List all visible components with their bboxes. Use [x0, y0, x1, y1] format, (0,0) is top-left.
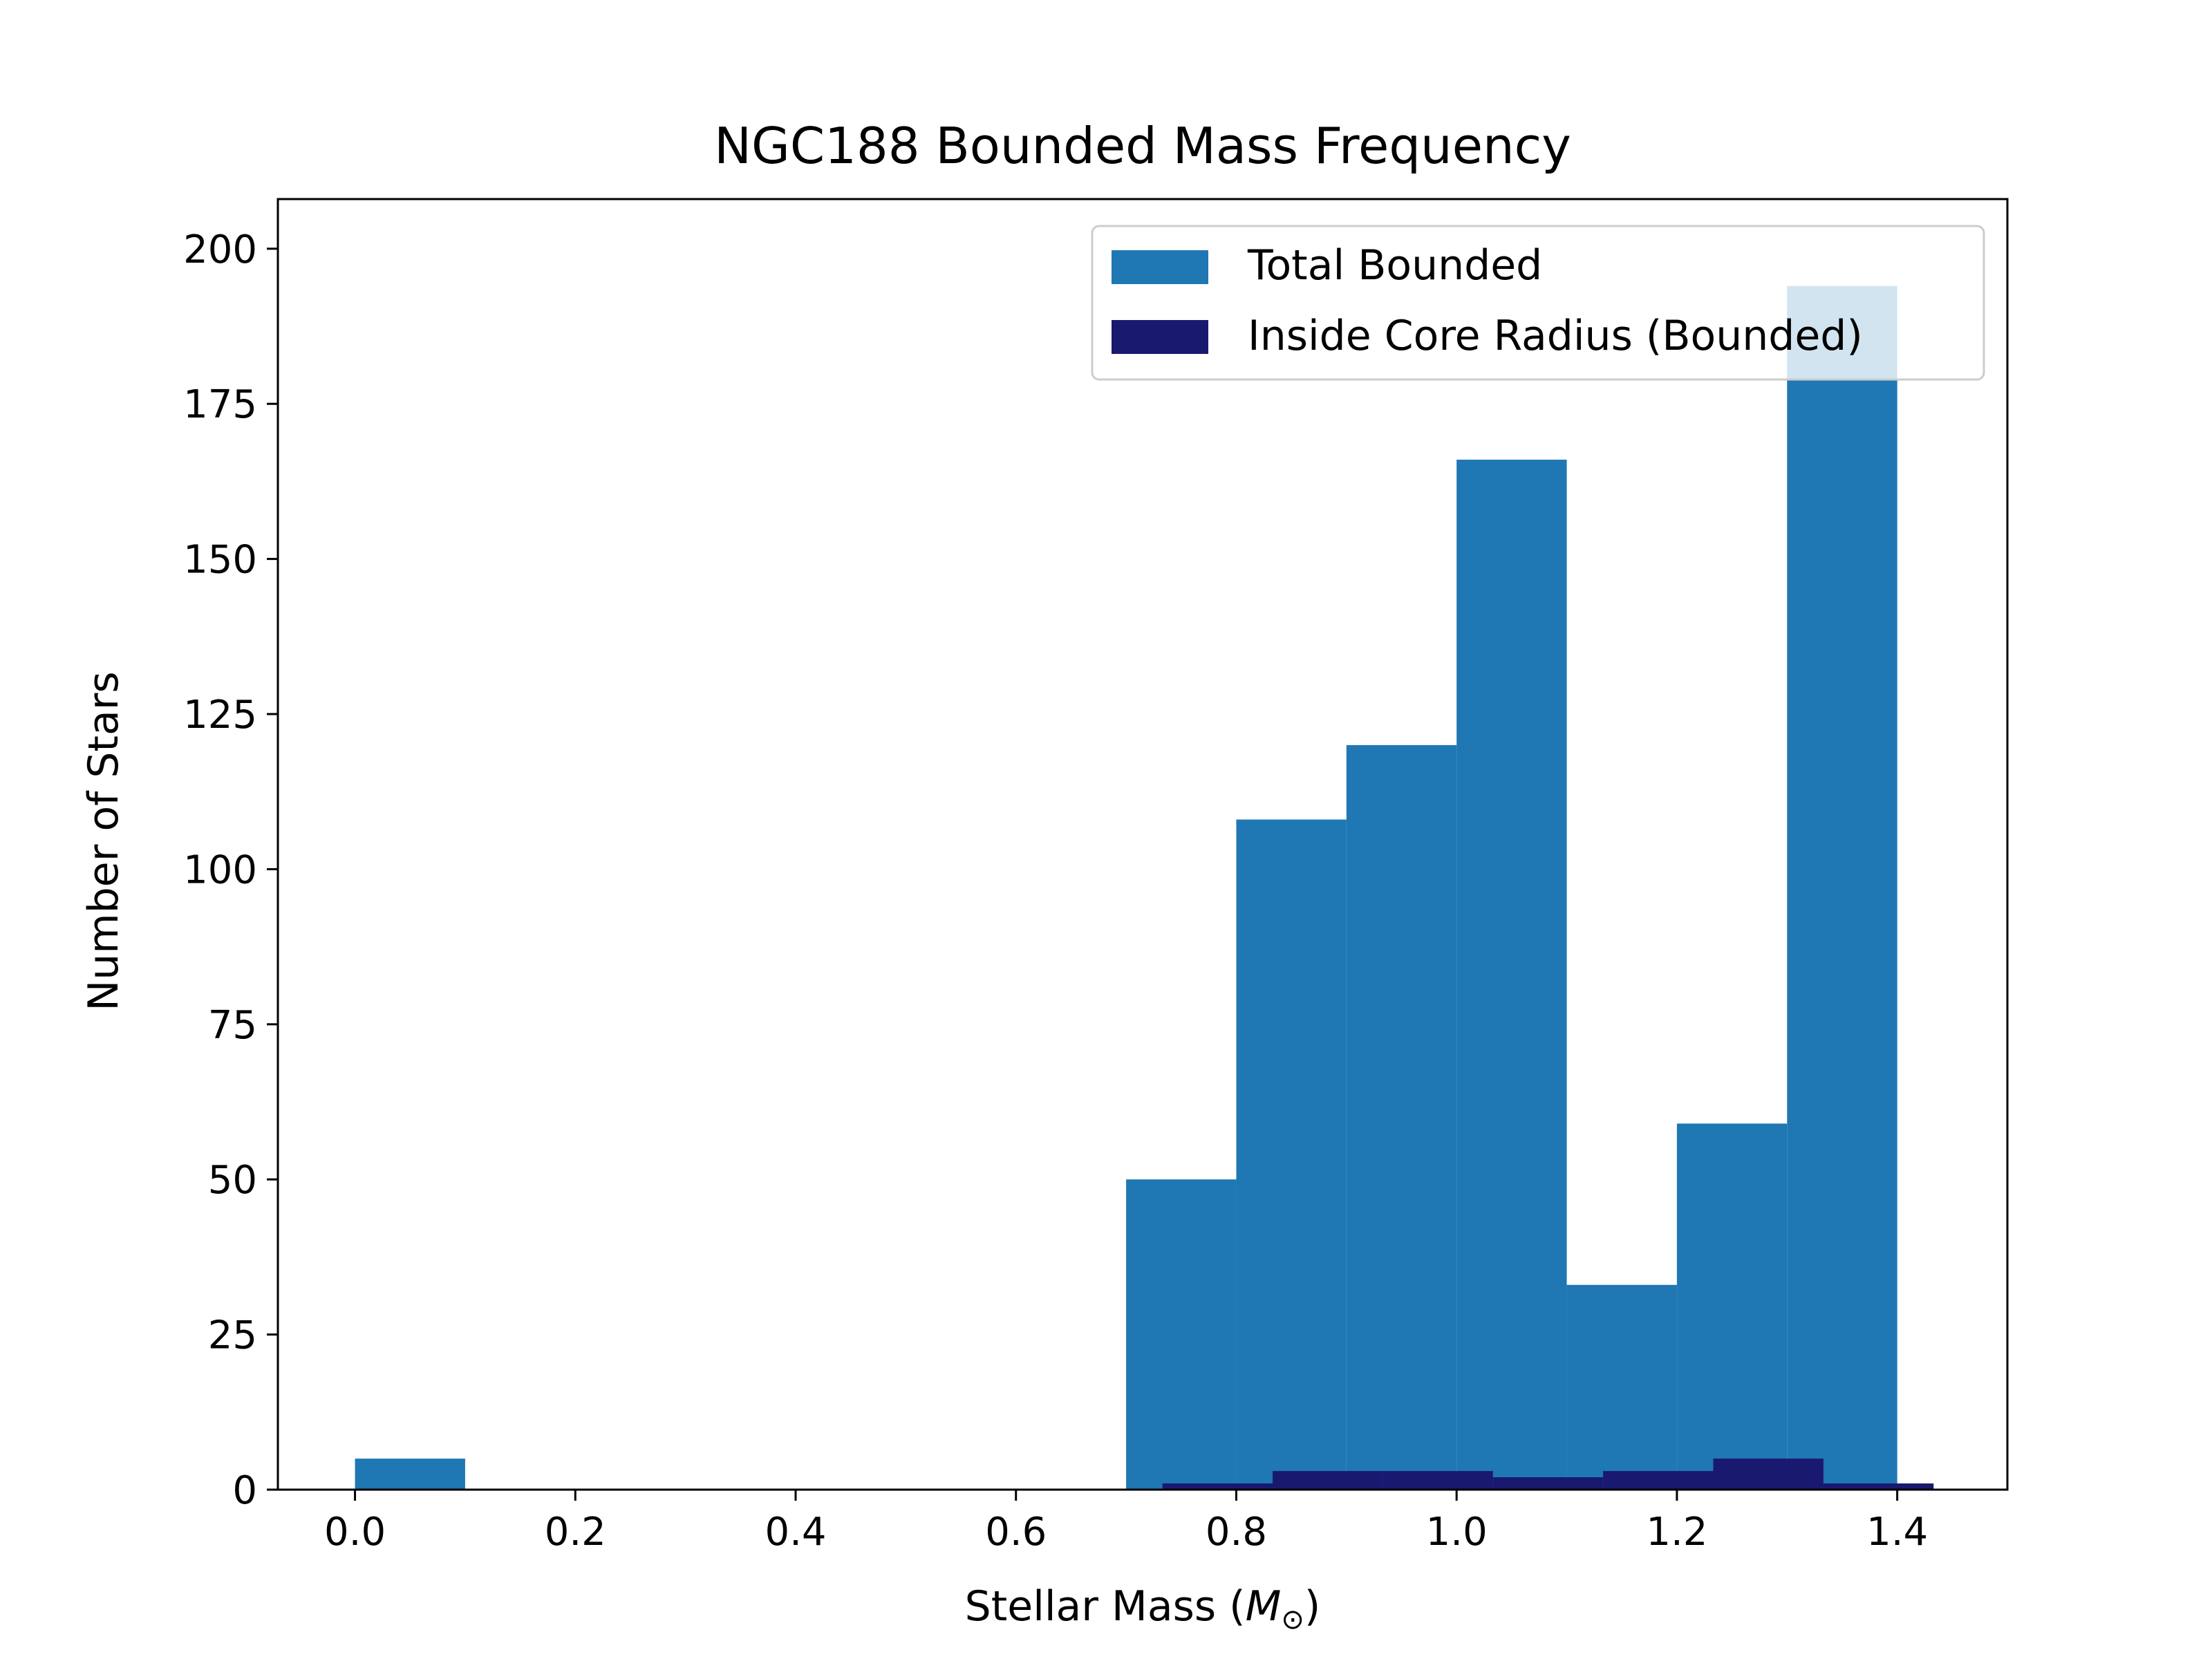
inside-core-radius-bar-0 — [1162, 1483, 1273, 1490]
legend-label-inside-core-radius: Inside Core Radius (Bounded) — [1248, 312, 1863, 360]
inside-core-radius-bar-2 — [1382, 1471, 1493, 1490]
legend-swatch-inside-core-radius — [1112, 320, 1208, 354]
total-bounded-bar-10 — [1456, 459, 1567, 1490]
x-tick-label: 1.0 — [1426, 1510, 1488, 1555]
x-axis-label: Stellar Mass (M⊙) — [965, 1582, 1321, 1635]
x-axis-ticks: 0.0 0.2 0.4 0.6 0.8 1.0 1.2 1.4 — [324, 1490, 1928, 1555]
y-tick-label: 75 — [208, 1003, 257, 1048]
total-bounded-bar-9 — [1346, 744, 1457, 1490]
x-tick-label: 0.0 — [324, 1510, 386, 1555]
y-tick-label: 150 — [183, 538, 257, 583]
legend-box — [1091, 225, 1985, 381]
total-bounded-bar-8 — [1236, 819, 1347, 1490]
x-tick-label: 0.6 — [985, 1510, 1047, 1555]
chart-title: NGC188 Bounded Mass Frequency — [714, 117, 1571, 175]
x-tick-label: 1.4 — [1866, 1510, 1928, 1555]
legend-label-total-bounded: Total Bounded — [1247, 241, 1542, 290]
y-axis-label: Number of Stars — [79, 671, 128, 1011]
y-tick-label: 175 — [183, 382, 257, 427]
y-tick-label: 0 — [232, 1468, 257, 1513]
total-bounded-bar-13 — [1787, 285, 1897, 1490]
x-tick-label: 1.2 — [1646, 1510, 1707, 1555]
inside-core-radius-bar-1 — [1273, 1471, 1383, 1490]
y-axis-ticks: 0 25 50 75 100 125 150 175 200 — [183, 227, 278, 1513]
legend: Total Bounded Inside Core Radius (Bounde… — [1091, 225, 1985, 381]
inside-core-radius-bar-4 — [1603, 1471, 1714, 1490]
inside-core-radius-bar-6 — [1823, 1483, 1934, 1490]
x-tick-label: 0.8 — [1206, 1510, 1267, 1555]
plot-frame — [276, 198, 2009, 1491]
y-tick-label: 200 — [183, 227, 257, 272]
y-tick-label: 125 — [183, 693, 257, 738]
legend-swatch-total-bounded — [1112, 250, 1208, 284]
x-tick-label: 0.2 — [545, 1510, 606, 1555]
y-tick-label: 50 — [208, 1158, 257, 1203]
y-tick-label: 25 — [208, 1313, 257, 1358]
inside-core-radius-bar-3 — [1492, 1477, 1604, 1490]
total-bounded-bar-0 — [355, 1459, 465, 1490]
y-tick-label: 100 — [183, 847, 257, 892]
inside-core-radius-bar-5 — [1713, 1459, 1824, 1490]
total-bounded-bar-12 — [1676, 1123, 1788, 1490]
series-inside-core-radius — [1162, 1459, 1934, 1490]
series-total-bounded — [355, 285, 1897, 1490]
total-bounded-bar-11 — [1566, 1284, 1677, 1490]
x-tick-label: 0.4 — [765, 1510, 826, 1555]
total-bounded-bar-7 — [1126, 1179, 1237, 1490]
